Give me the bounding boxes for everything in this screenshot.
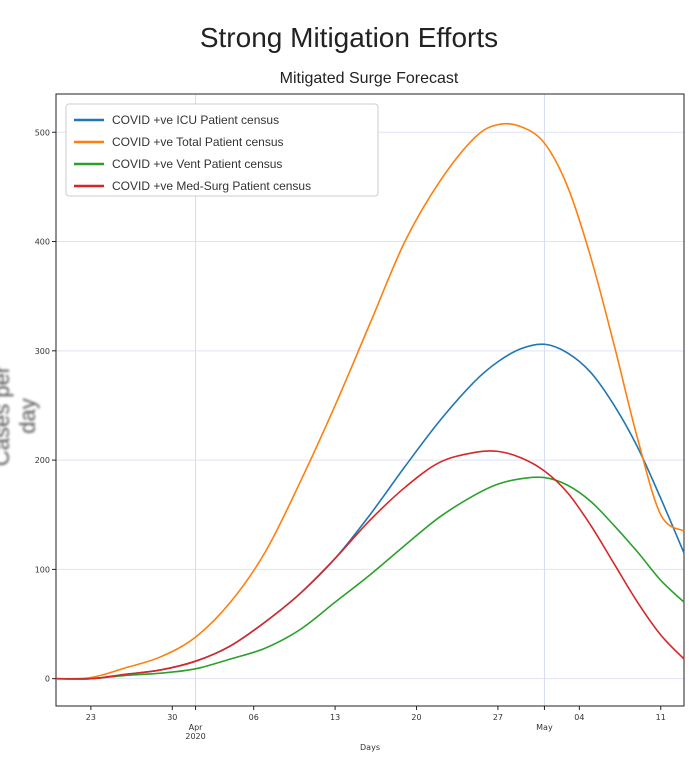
series-line-covid-ve-vent-patient-census xyxy=(55,476,685,680)
legend: COVID +ve ICU Patient census COVID +ve To… xyxy=(65,103,379,197)
y-axis-ticks: 0 100 200 300 400 500 xyxy=(35,128,56,684)
y-tick-label: 100 xyxy=(35,565,50,574)
x-tick-label: Apr xyxy=(189,723,204,732)
legend-entry: COVID +ve ICU Patient census xyxy=(112,113,279,127)
x-tick-label: May xyxy=(536,723,553,732)
x-tick-label: 13 xyxy=(330,713,340,722)
x-axis-label: Days xyxy=(360,743,380,752)
x-tick-label: 11 xyxy=(656,713,666,722)
series-line-covid-ve-icu-patient-census xyxy=(55,343,685,680)
y-tick-label: 0 xyxy=(45,675,50,684)
page-title: Strong Mitigation Efforts xyxy=(199,22,499,53)
legend-box xyxy=(65,103,379,197)
x-tick-label: 06 xyxy=(249,713,259,722)
x-tick-label: 27 xyxy=(493,713,503,722)
x-tick-sublabel: 2020 xyxy=(185,732,205,741)
chart-title: Mitigated Surge Forecast xyxy=(279,70,459,87)
series-line-covid-ve-total-patient-census xyxy=(55,122,685,680)
series-lines xyxy=(55,122,685,680)
y-tick-label: 300 xyxy=(35,347,50,356)
y-tick-label: 200 xyxy=(35,456,50,465)
x-tick-label: 20 xyxy=(411,713,421,722)
y-tick-label: 500 xyxy=(35,128,50,137)
x-tick-label: 30 xyxy=(167,713,177,722)
legend-entry: COVID +ve Med-Surg Patient census xyxy=(112,179,311,193)
x-tick-label: 23 xyxy=(86,713,96,722)
x-tick-label: 04 xyxy=(574,713,584,722)
plot-frame xyxy=(55,93,685,707)
legend-entry: COVID +ve Vent Patient census xyxy=(112,157,282,171)
y-tick-label: 400 xyxy=(35,238,50,247)
legend-entry: COVID +ve Total Patient census xyxy=(112,135,284,149)
series-line-covid-ve-med-surg-patient-census xyxy=(55,450,685,680)
